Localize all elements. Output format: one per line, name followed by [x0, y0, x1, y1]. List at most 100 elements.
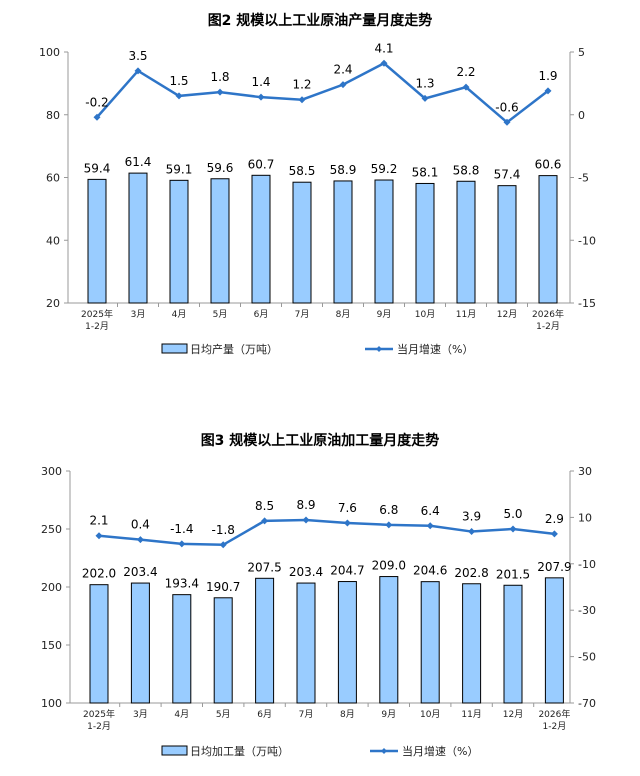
bar-label: 61.4 [125, 155, 152, 169]
bar-label: 202.8 [454, 566, 488, 580]
legend-bar-swatch [161, 745, 188, 756]
line-point [462, 83, 470, 91]
bar [292, 181, 312, 304]
bar-label: 58.5 [289, 164, 316, 178]
line-point [95, 532, 103, 540]
x-tick-label: 2025年 [81, 308, 113, 320]
legend-line-label: 当月增速（%） [402, 744, 478, 758]
y-tick-label: 100 [41, 697, 62, 710]
chart-title: 图2 规模以上工业原油产量月度走势 [208, 12, 433, 29]
y-tick-label: 20 [46, 297, 60, 310]
y-tick-label: 150 [41, 639, 62, 652]
y2-tick-label: -30 [578, 604, 596, 617]
bar [374, 179, 394, 304]
line-label: 4.1 [374, 41, 393, 55]
line-point [468, 528, 476, 536]
line-label: -0.6 [495, 100, 518, 114]
y-tick-label: 40 [46, 234, 60, 247]
line-label: 2.4 [333, 63, 352, 77]
line-label: 3.5 [128, 49, 147, 63]
bar [420, 581, 440, 704]
bar-label: 193.4 [165, 577, 199, 591]
x-tick-label: 2026年 [538, 708, 570, 720]
x-tick-label: 2026年 [532, 308, 564, 320]
chart-title: 图3 规模以上工业原油加工量月度走势 [201, 432, 440, 449]
line-point [298, 96, 306, 104]
bar [497, 185, 517, 304]
line-point [302, 516, 310, 524]
line-point [509, 525, 517, 533]
x-tick-label: 2025年 [83, 708, 115, 720]
legend-line-marker [381, 748, 387, 754]
y2-tick-label: -50 [578, 651, 596, 664]
x-tick-label: 1-2月 [87, 721, 111, 732]
line-label: -1.8 [211, 523, 234, 537]
x-tick-label: 7月 [299, 709, 314, 720]
line-point [339, 81, 347, 89]
bar [538, 175, 558, 304]
bar-label: 207.9 [537, 560, 571, 574]
bar [130, 582, 150, 704]
line-point [550, 530, 558, 538]
x-tick-label: 1-2月 [85, 321, 109, 332]
x-tick-label: 5月 [213, 309, 228, 320]
bar-label: 209.0 [372, 559, 406, 573]
line-point [257, 93, 265, 101]
bar [89, 584, 109, 704]
x-tick-label: 12月 [497, 309, 517, 320]
legend-bar-label: 日均产量（万吨） [190, 342, 278, 356]
y-tick-label: 250 [41, 523, 62, 536]
bar [337, 581, 357, 704]
line-label: 1.3 [415, 76, 434, 90]
line-point [421, 94, 429, 102]
y2-tick-label: -10 [578, 558, 596, 571]
y2-tick-label: -10 [578, 234, 596, 247]
line-label: 5.0 [503, 507, 522, 521]
legend-line-marker [376, 346, 382, 352]
bar-label: 58.9 [330, 163, 357, 177]
bar [456, 180, 476, 304]
bar-label: 204.7 [330, 564, 364, 578]
growth-line [96, 61, 549, 124]
line-point [219, 541, 227, 549]
line-point [216, 88, 224, 96]
x-tick-label: 11月 [461, 709, 481, 720]
growth-line [98, 518, 555, 547]
legend-line-label: 当月增速（%） [397, 342, 473, 356]
line-point [93, 113, 101, 121]
x-tick-label: 10月 [420, 709, 440, 720]
line-label: 1.8 [210, 70, 229, 84]
y2-tick-label: 5 [578, 46, 585, 59]
bar [251, 174, 271, 304]
x-tick-label: 9月 [381, 709, 396, 720]
x-tick-label: 7月 [295, 309, 310, 320]
y-tick-label: 100 [39, 46, 60, 59]
bar-label: 58.8 [453, 163, 480, 177]
line-point [136, 536, 144, 544]
line-point [134, 67, 142, 75]
y-tick-label: 60 [46, 172, 60, 185]
y-tick-label: 200 [41, 581, 62, 594]
bar-label: 202.0 [82, 567, 116, 581]
bar [255, 577, 275, 704]
line-label: 7.6 [338, 501, 357, 515]
bar-label: 60.7 [248, 157, 275, 171]
x-tick-label: 5月 [216, 709, 231, 720]
line-label: 8.5 [255, 499, 274, 513]
line-point [343, 519, 351, 527]
line-label: 2.9 [545, 512, 564, 526]
line-label: 2.1 [89, 514, 108, 528]
x-tick-label: 4月 [174, 709, 189, 720]
line-point [426, 522, 434, 530]
bar [503, 584, 523, 704]
bar-label: 207.5 [247, 560, 281, 574]
line-point [175, 92, 183, 100]
x-tick-label: 1-2月 [543, 721, 567, 732]
line-point [380, 59, 388, 67]
x-tick-label: 9月 [377, 309, 392, 320]
bar [296, 582, 316, 704]
x-tick-label: 12月 [503, 709, 523, 720]
line-point [544, 87, 552, 95]
y2-tick-label: 0 [578, 109, 585, 122]
line-label: 2.2 [456, 65, 475, 79]
